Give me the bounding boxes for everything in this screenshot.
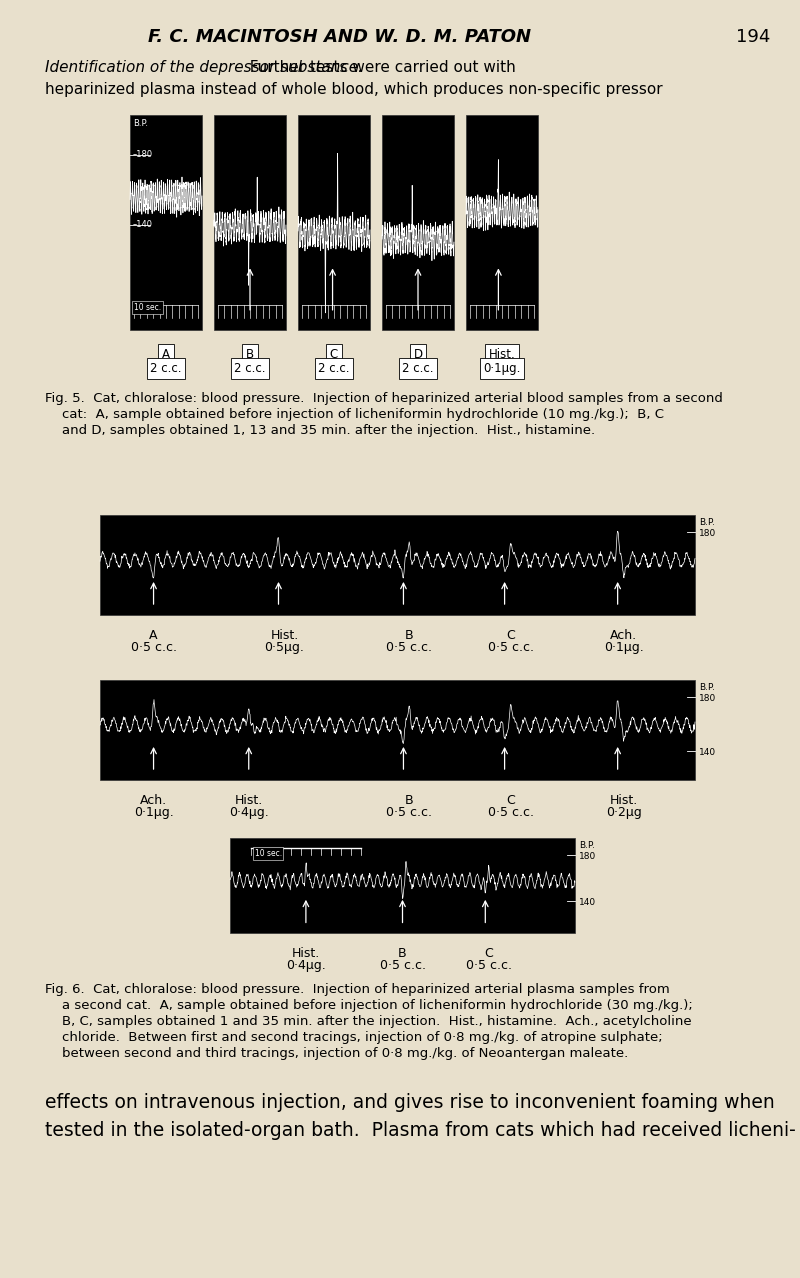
Text: chloride.  Between first and second tracings, injection of 0·8 mg./kg. of atropi: chloride. Between first and second traci… [45,1031,662,1044]
Bar [382,115,454,330]
Text: 2 c.c.: 2 c.c. [402,362,434,374]
Text: B: B [398,947,407,960]
Text: Hist.: Hist. [489,348,515,360]
Text: B: B [405,629,414,642]
Text: A: A [162,348,170,360]
Text: 180: 180 [699,529,716,538]
Text: Hist.: Hist. [610,794,638,806]
Text: –180: –180 [133,150,153,158]
Text: a second cat.  A, sample obtained before injection of licheniformin hydrochlorid: a second cat. A, sample obtained before … [45,999,693,1012]
Text: 180: 180 [699,694,716,703]
Text: effects on intravenous injection, and gives rise to inconvenient foaming when: effects on intravenous injection, and gi… [45,1093,774,1112]
Text: Hist.: Hist. [292,947,320,960]
Text: 0·5 c.c.: 0·5 c.c. [386,642,433,654]
Text: 0·1μg.: 0·1μg. [604,642,643,654]
Text: 140: 140 [579,898,596,907]
Text: B.P.: B.P. [699,682,715,691]
Text: –140: –140 [133,220,153,229]
Text: C: C [506,629,515,642]
Text: Fig. 6.  Cat, chloralose: blood pressure.  Injection of heparinized arterial pla: Fig. 6. Cat, chloralose: blood pressure.… [45,983,670,996]
Text: C: C [506,794,515,806]
Text: 2 c.c.: 2 c.c. [150,362,182,374]
Text: Ach.: Ach. [610,629,637,642]
Text: 0·5 c.c.: 0·5 c.c. [379,958,426,973]
Text: Fig. 5.  Cat, chloralose: blood pressure.  Injection of heparinized arterial blo: Fig. 5. Cat, chloralose: blood pressure.… [45,392,723,405]
Text: D: D [414,348,422,360]
Text: A: A [150,629,158,642]
Text: B: B [246,348,254,360]
Text: 2 c.c.: 2 c.c. [234,362,266,374]
Bar [100,515,695,615]
Bar [230,838,575,933]
Text: 0·4μg.: 0·4μg. [229,806,269,819]
Text: B: B [405,794,414,806]
Text: 0·5 c.c.: 0·5 c.c. [130,642,177,654]
Text: B.P.: B.P. [699,518,715,527]
Text: heparinized plasma instead of whole blood, which produces non-specific pressor: heparinized plasma instead of whole bloo… [45,82,662,97]
Text: Hist.: Hist. [270,629,298,642]
Text: Hist.: Hist. [234,794,263,806]
Text: B.P.: B.P. [579,841,595,850]
Text: tested in the isolated-organ bath.  Plasma from cats which had received licheni-: tested in the isolated-organ bath. Plasm… [45,1121,796,1140]
Text: 0·4μg.: 0·4μg. [286,958,326,973]
Bar [298,115,370,330]
Text: 0·5 c.c.: 0·5 c.c. [487,806,534,819]
Text: B, C, samples obtained 1 and 35 min. after the injection.  Hist., histamine.  Ac: B, C, samples obtained 1 and 35 min. aft… [45,1015,692,1028]
Text: 140: 140 [699,748,716,757]
Text: 180: 180 [579,852,596,861]
Text: 0·5μg.: 0·5μg. [265,642,304,654]
Bar [214,115,286,330]
Text: 0·5 c.c.: 0·5 c.c. [487,642,534,654]
Text: 2 c.c.: 2 c.c. [318,362,350,374]
Text: 0·5 c.c.: 0·5 c.c. [386,806,433,819]
Text: Further tests were carried out with: Further tests were carried out with [240,60,516,75]
Text: F. C. MACINTOSH AND W. D. M. PATON: F. C. MACINTOSH AND W. D. M. PATON [149,28,531,46]
Bar [130,115,202,330]
Text: 0·1μg.: 0·1μg. [483,362,521,374]
Text: C: C [484,947,493,960]
Bar [466,115,538,330]
Text: 0·5 c.c.: 0·5 c.c. [466,958,512,973]
Text: 194: 194 [736,28,770,46]
Text: 10 sec.: 10 sec. [254,849,282,858]
Text: between second and third tracings, injection of 0·8 mg./kg. of Neoantergan malea: between second and third tracings, injec… [45,1047,628,1059]
Text: Ach.: Ach. [140,794,167,806]
Text: 0·1μg.: 0·1μg. [134,806,174,819]
Text: 0·2μg: 0·2μg [606,806,642,819]
Bar [100,680,695,780]
Text: and D, samples obtained 1, 13 and 35 min. after the injection.  Hist., histamine: and D, samples obtained 1, 13 and 35 min… [45,424,595,437]
Text: B.P.: B.P. [133,119,148,128]
Text: C: C [330,348,338,360]
Text: cat:  A, sample obtained before injection of licheniformin hydrochloride (10 mg.: cat: A, sample obtained before injection… [45,408,664,420]
Text: 10 sec.: 10 sec. [134,303,161,312]
Text: Identification of the depressor substance.: Identification of the depressor substanc… [45,60,363,75]
